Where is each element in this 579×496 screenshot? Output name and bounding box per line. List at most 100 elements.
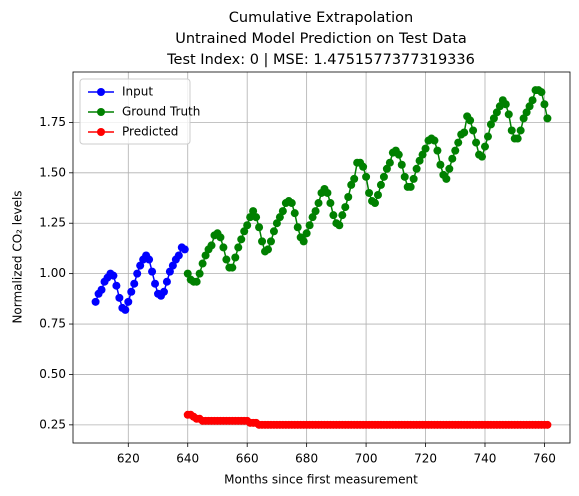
point: [516, 126, 525, 135]
y-tick-label: 1.50: [39, 165, 66, 179]
point: [436, 160, 445, 169]
point: [183, 269, 192, 278]
y-tick-label: 1.25: [39, 216, 66, 230]
point: [237, 235, 246, 244]
point: [240, 227, 249, 236]
point: [275, 213, 284, 222]
point: [379, 172, 388, 181]
legend-marker: [97, 88, 105, 96]
point: [513, 134, 522, 143]
chart-subtitle: Test Index: 0 | MSE: 1.4751577377319336: [166, 52, 475, 68]
point: [373, 190, 382, 199]
point: [311, 207, 320, 216]
point: [362, 172, 371, 181]
point: [287, 199, 296, 208]
y-tick-label: 1.75: [39, 115, 66, 129]
point: [480, 142, 489, 151]
point: [124, 297, 133, 306]
point: [504, 110, 513, 119]
x-axis-label: Months since first measurement: [224, 473, 418, 487]
point: [207, 241, 216, 250]
point: [195, 269, 204, 278]
point: [121, 305, 130, 314]
point: [519, 114, 528, 123]
point: [430, 136, 439, 145]
chart-title: Cumulative Extrapolation: [229, 10, 413, 26]
point: [442, 174, 451, 183]
point: [507, 126, 516, 135]
point: [168, 261, 177, 270]
point: [234, 243, 243, 252]
point: [397, 160, 406, 169]
point: [329, 211, 338, 220]
point: [269, 227, 278, 236]
point: [528, 96, 537, 105]
legend-label: Input: [122, 85, 153, 99]
y-axis-label: Normalized CO₂ levels: [11, 190, 25, 323]
point: [305, 221, 314, 230]
point: [522, 108, 531, 117]
point: [543, 114, 552, 123]
legend-marker: [97, 128, 105, 136]
point: [489, 114, 498, 123]
y-tick-label: 1.00: [39, 266, 66, 280]
point: [394, 150, 403, 159]
point: [492, 108, 501, 117]
point: [338, 211, 347, 220]
point: [151, 279, 160, 288]
point: [326, 199, 335, 208]
x-tick-label: 760: [533, 452, 556, 466]
point: [543, 420, 552, 429]
point: [412, 164, 421, 173]
point: [112, 281, 121, 290]
point: [91, 297, 100, 306]
y-tick-label: 0.50: [39, 367, 66, 381]
point: [469, 126, 478, 135]
point: [290, 209, 299, 218]
point: [249, 207, 258, 216]
point: [376, 180, 385, 189]
point: [272, 219, 281, 228]
point: [341, 203, 350, 212]
point: [192, 277, 201, 286]
point: [228, 263, 237, 272]
point: [293, 223, 302, 232]
point: [109, 271, 118, 280]
point: [148, 267, 157, 276]
point: [454, 138, 463, 147]
point: [385, 158, 394, 167]
point: [472, 138, 481, 147]
point: [174, 251, 183, 260]
x-tick-label: 700: [355, 452, 378, 466]
legend-box: [79, 78, 191, 145]
point: [359, 162, 368, 171]
point: [130, 279, 139, 288]
point: [415, 156, 424, 165]
point: [409, 174, 418, 183]
x-tick-label: 640: [176, 452, 199, 466]
point: [314, 199, 323, 208]
point: [97, 285, 106, 294]
point: [400, 172, 409, 181]
point: [299, 237, 308, 246]
point: [127, 287, 136, 296]
point: [159, 287, 168, 296]
point: [145, 255, 154, 264]
legend-label: Predicted: [122, 125, 178, 139]
point: [371, 199, 380, 208]
point: [201, 251, 210, 260]
point: [258, 237, 267, 246]
point: [136, 261, 145, 270]
point: [350, 174, 359, 183]
point: [451, 146, 460, 155]
point: [460, 128, 469, 137]
point: [323, 188, 332, 197]
point: [115, 293, 124, 302]
point: [278, 207, 287, 216]
x-tick-label: 680: [295, 452, 318, 466]
point: [483, 132, 492, 141]
point: [302, 229, 311, 238]
point: [266, 237, 275, 246]
point: [243, 221, 252, 230]
